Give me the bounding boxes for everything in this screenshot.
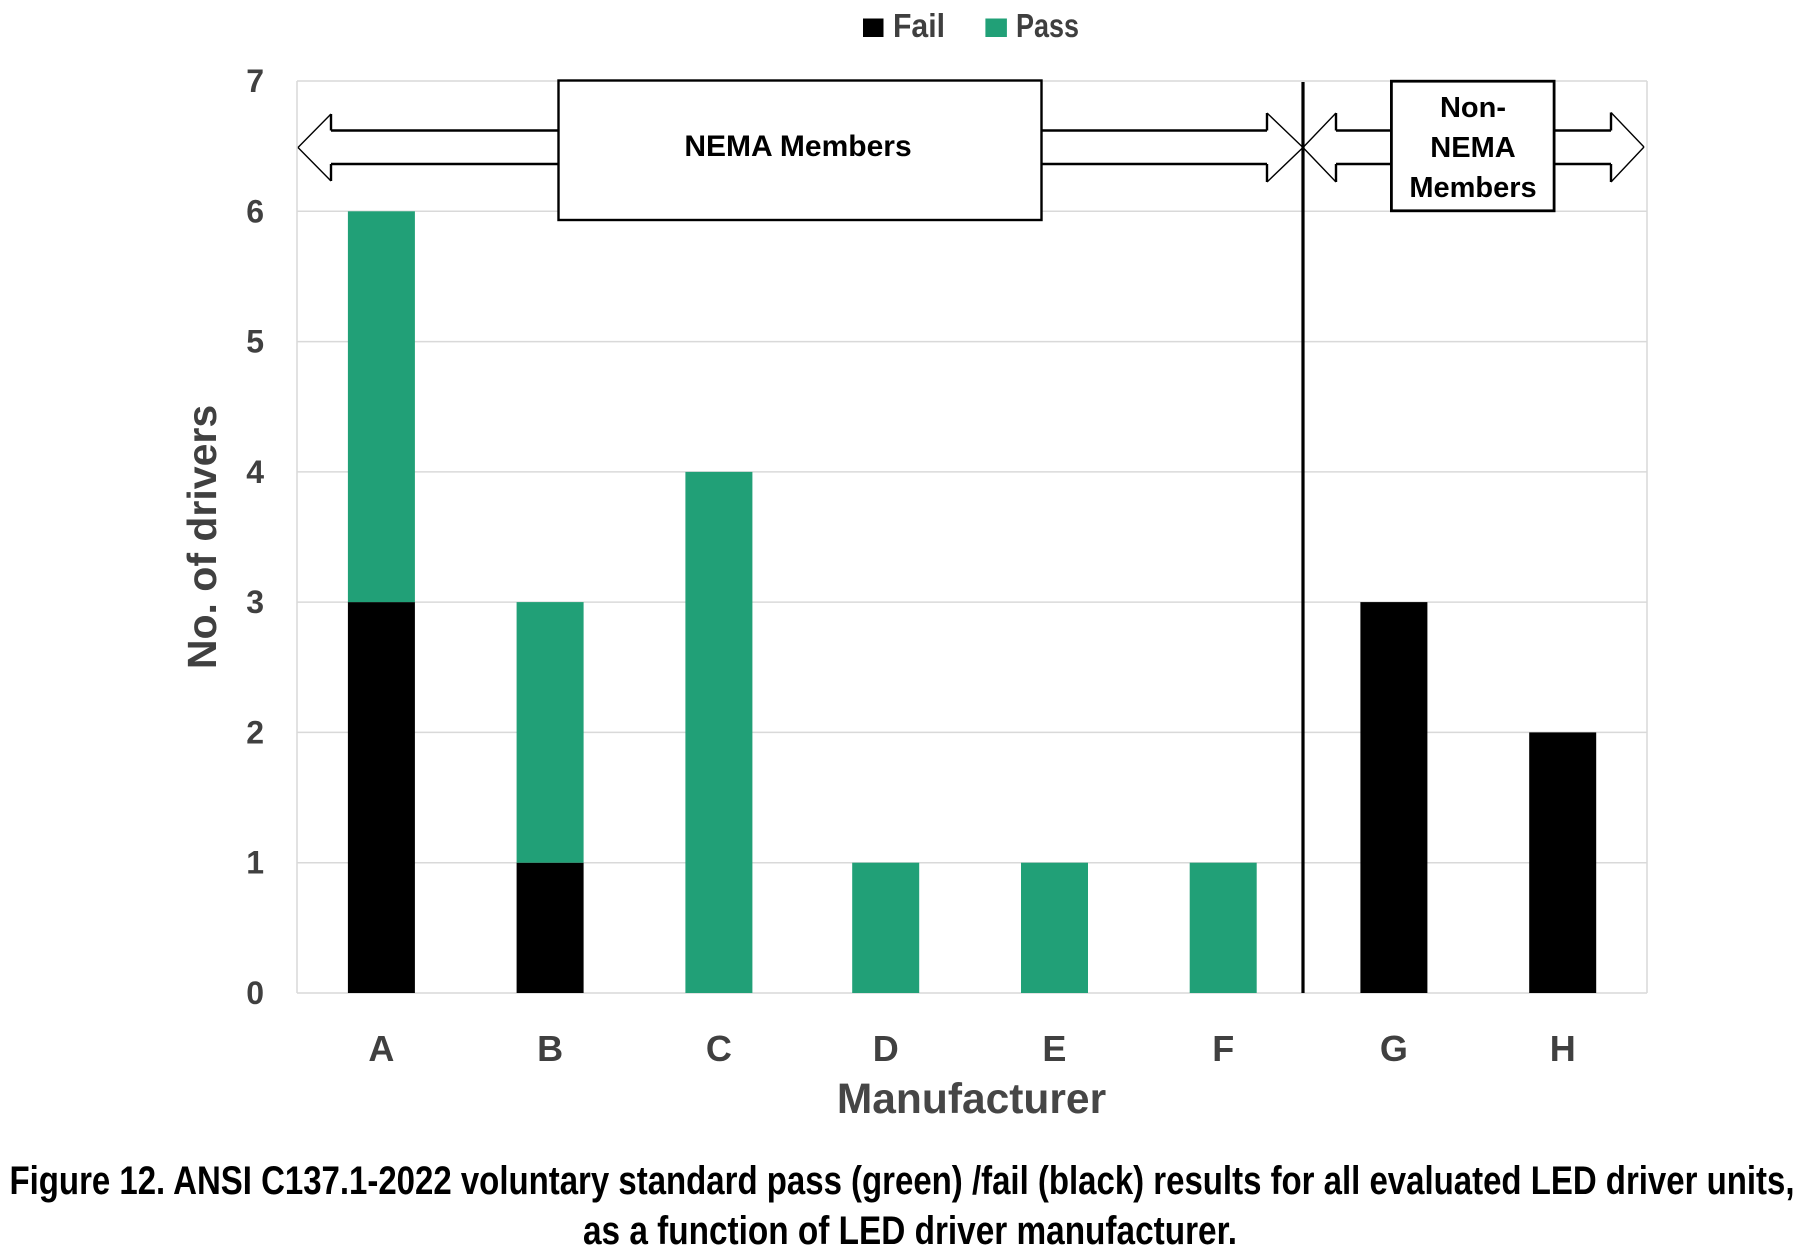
svg-text:Figure 12. ANSI C137.1-2022 vo: Figure 12. ANSI C137.1-2022 voluntary st…	[10, 1159, 1795, 1203]
svg-text:D: D	[873, 1028, 899, 1069]
svg-text:1: 1	[246, 845, 264, 881]
svg-text:2: 2	[246, 714, 264, 750]
svg-text:0: 0	[246, 975, 264, 1011]
svg-text:A: A	[368, 1028, 394, 1069]
svg-text:7: 7	[246, 63, 264, 99]
svg-text:E: E	[1042, 1028, 1066, 1069]
svg-text:H: H	[1550, 1028, 1576, 1069]
svg-text:5: 5	[246, 324, 264, 360]
svg-text:Non-: Non-	[1440, 92, 1506, 124]
svg-text:as a function of LED driver ma: as a function of LED driver manufacturer…	[583, 1209, 1237, 1253]
svg-text:Pass: Pass	[1016, 7, 1079, 44]
svg-text:NEMA: NEMA	[1430, 132, 1515, 164]
svg-text:Fail: Fail	[893, 7, 945, 44]
svg-text:4: 4	[246, 454, 264, 490]
svg-text:3: 3	[246, 584, 264, 620]
svg-text:NEMA Members: NEMA Members	[684, 130, 911, 163]
svg-text:Members: Members	[1409, 172, 1536, 204]
svg-text:No. of drivers: No. of drivers	[179, 405, 225, 669]
svg-text:F: F	[1212, 1028, 1234, 1069]
svg-text:C: C	[706, 1028, 732, 1069]
svg-text:B: B	[537, 1028, 563, 1069]
svg-text:G: G	[1380, 1028, 1408, 1069]
svg-text:Manufacturer: Manufacturer	[837, 1076, 1106, 1123]
svg-text:6: 6	[246, 193, 264, 229]
